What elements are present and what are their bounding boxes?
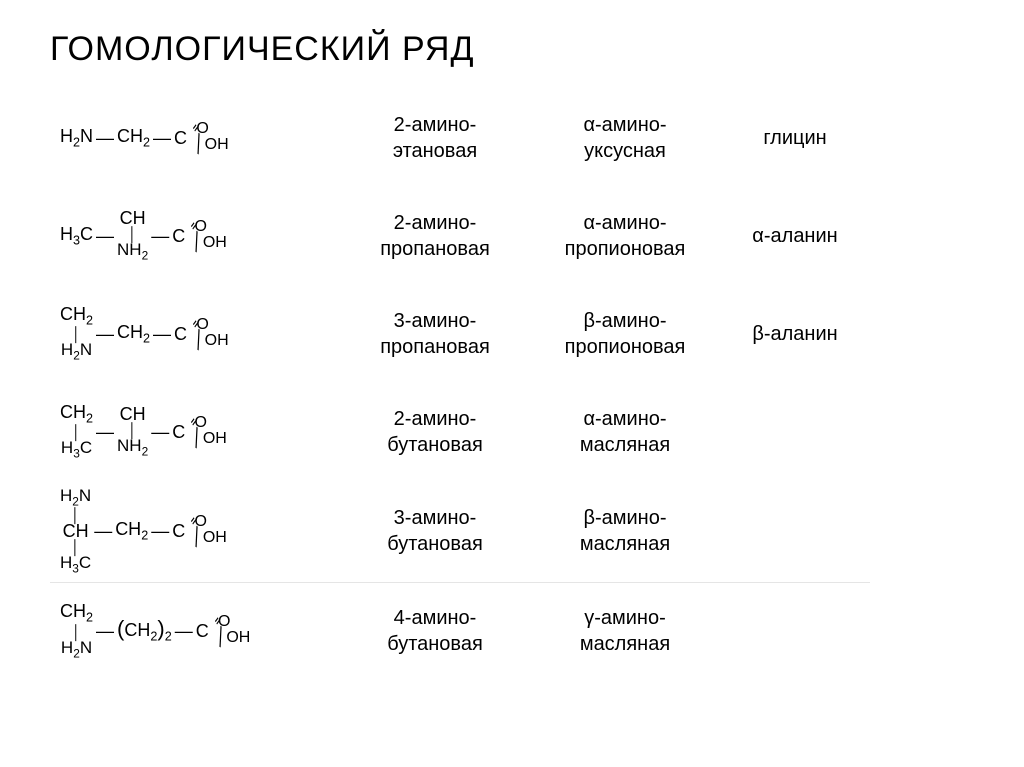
cooh-group-icon: ⸗O ╲OH [213, 614, 251, 646]
structure-3: CH2 │H2N —CH2—C ⸗O ╲OH [50, 285, 340, 383]
common-name-4 [720, 383, 870, 481]
systematic-name-2: 2-амино-пропановая [340, 187, 530, 285]
cooh-group-icon: ⸗O ╲OH [189, 219, 227, 251]
structure-2: H3C— CH │NH2 —C ⸗O ╲OH [50, 187, 340, 285]
structure-1: H2N—CH2—C ⸗O ╲OH [50, 89, 340, 187]
systematic-name-1: 2-амино-этановая [340, 89, 530, 187]
cooh-group-icon: ⸗O ╲OH [189, 415, 227, 447]
systematic-name-4: 2-амино-бутановая [340, 383, 530, 481]
systematic-name-6: 4-амино-бутановая [340, 582, 530, 680]
trivial-name-5: β-амино-масляная [530, 481, 720, 582]
systematic-name-5: 3-амино-бутановая [340, 481, 530, 582]
cooh-group-icon: ⸗O ╲OH [191, 317, 229, 349]
trivial-name-4: α-амино-масляная [530, 383, 720, 481]
trivial-name-2: α-амино-пропионовая [530, 187, 720, 285]
common-name-1: глицин [720, 89, 870, 187]
structure-4: CH2 │H3C — CH │NH2 —C ⸗O ╲OH [50, 383, 340, 481]
trivial-name-1: α-амино-уксусная [530, 89, 720, 187]
structure-5: │H2N CH │H3C —CH2—C ⸗O ╲OH [50, 481, 340, 582]
common-name-5 [720, 481, 870, 582]
common-name-2: α-аланин [720, 187, 870, 285]
common-name-3: β-аланин [720, 285, 870, 383]
common-name-6 [720, 582, 870, 680]
cooh-group-icon: ⸗O ╲OH [189, 514, 227, 546]
cooh-group-icon: ⸗O ╲OH [191, 121, 229, 153]
trivial-name-6: γ-амино-масляная [530, 582, 720, 680]
trivial-name-3: β-амино-пропионовая [530, 285, 720, 383]
page-title: ГОМОЛОГИЧЕСКИЙ РЯД [50, 30, 974, 69]
homologous-series-table: H2N—CH2—C ⸗O ╲OH 2-амино-этановая α-амин… [50, 89, 974, 680]
systematic-name-3: 3-амино-пропановая [340, 285, 530, 383]
structure-6: CH2 │H2N — (CH2)2 —C ⸗O ╲OH [50, 582, 340, 680]
